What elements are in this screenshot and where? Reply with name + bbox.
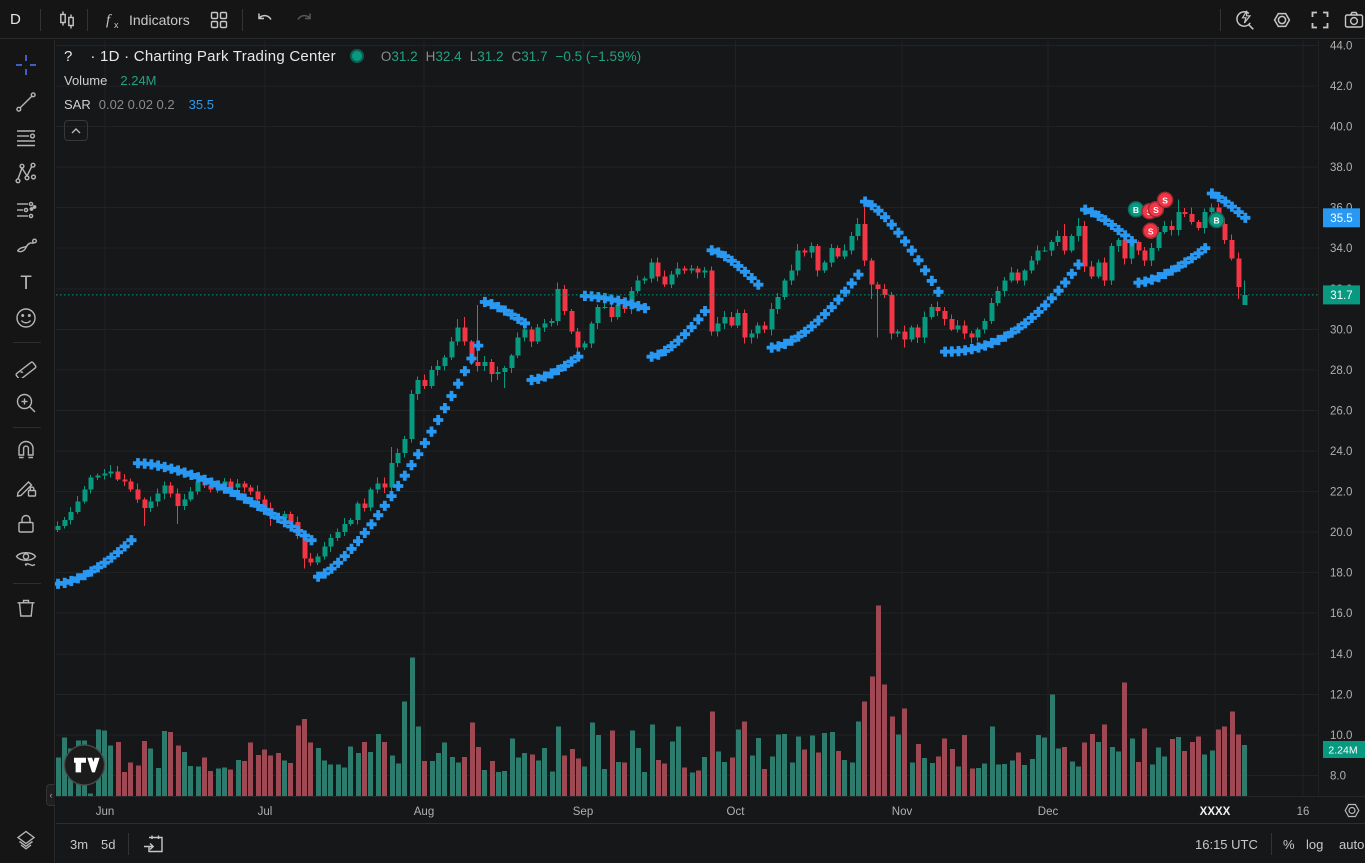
svg-text:f: f xyxy=(106,12,112,28)
svg-text:S: S xyxy=(1153,205,1159,215)
svg-text:T: T xyxy=(20,273,32,294)
svg-text:S: S xyxy=(1162,195,1168,205)
svg-text:38.0: 38.0 xyxy=(1330,162,1352,174)
svg-text:44.0: 44.0 xyxy=(1330,41,1352,53)
svg-text:14.0: 14.0 xyxy=(1330,649,1352,661)
svg-text:Sep: Sep xyxy=(573,806,593,818)
svg-text:8.0: 8.0 xyxy=(1330,770,1346,782)
svg-text:18.0: 18.0 xyxy=(1330,568,1352,580)
svg-text:S: S xyxy=(1148,226,1154,236)
svg-text:10.0: 10.0 xyxy=(1330,730,1352,742)
svg-text:12.0: 12.0 xyxy=(1330,689,1352,701)
svg-text:24.0: 24.0 xyxy=(1330,446,1352,458)
svg-text:Dec: Dec xyxy=(1038,806,1059,818)
svg-text:16: 16 xyxy=(1297,806,1310,818)
svg-text:42.0: 42.0 xyxy=(1330,81,1352,93)
svg-text:Jun: Jun xyxy=(96,806,115,818)
svg-text:26.0: 26.0 xyxy=(1330,405,1352,417)
svg-text:34.0: 34.0 xyxy=(1330,243,1352,255)
svg-text:30.0: 30.0 xyxy=(1330,324,1352,336)
svg-text:20.0: 20.0 xyxy=(1330,527,1352,539)
svg-text:XXXX: XXXX xyxy=(1200,806,1231,818)
svg-text:x: x xyxy=(114,20,119,30)
svg-text:31.7: 31.7 xyxy=(1330,290,1352,302)
svg-text:Oct: Oct xyxy=(727,806,746,818)
svg-text:16.0: 16.0 xyxy=(1330,608,1352,620)
svg-text:Aug: Aug xyxy=(414,806,434,818)
svg-text:B: B xyxy=(1133,205,1139,215)
svg-text:35.5: 35.5 xyxy=(1330,213,1352,225)
svg-text:28.0: 28.0 xyxy=(1330,365,1352,377)
svg-text:2.24M: 2.24M xyxy=(1328,745,1357,757)
svg-text:22.0: 22.0 xyxy=(1330,487,1352,499)
svg-text:Nov: Nov xyxy=(892,806,913,818)
svg-text:B: B xyxy=(1214,216,1220,226)
svg-text:40.0: 40.0 xyxy=(1330,122,1352,134)
svg-text:Jul: Jul xyxy=(258,806,273,818)
